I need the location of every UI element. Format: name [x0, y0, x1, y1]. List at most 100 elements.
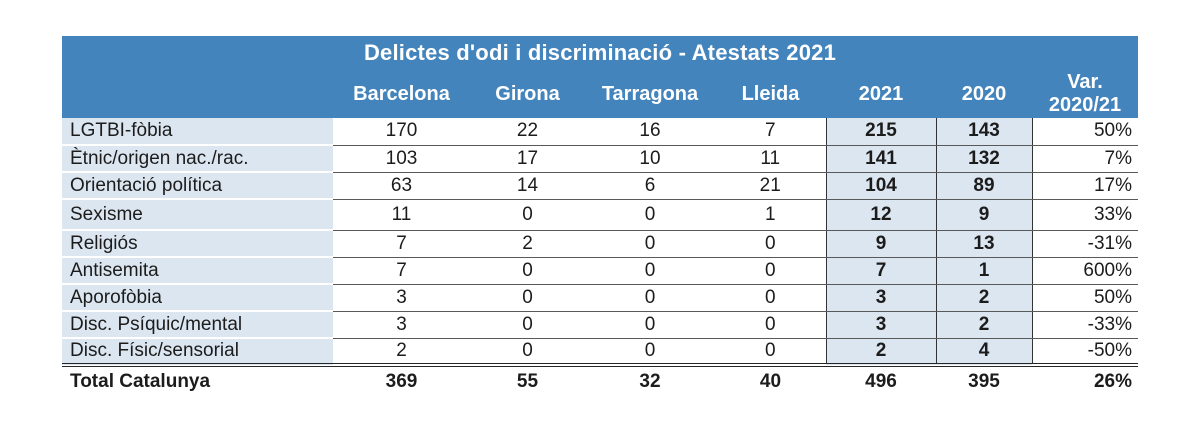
cell-tarragona: 0: [585, 257, 715, 285]
cell-barcelona: 2: [333, 338, 470, 366]
row-label: Sexisme: [62, 199, 333, 231]
cell-2020: 132: [935, 145, 1032, 173]
header-barcelona: Barcelona: [333, 69, 470, 118]
cell-barcelona: 103: [333, 145, 470, 173]
cell-2020: 89: [935, 172, 1032, 200]
cell-barcelona: 3: [333, 311, 470, 339]
cell-lleida: 7: [715, 118, 826, 146]
header-variation: Var. 2020/21: [1032, 69, 1138, 118]
cell-2021: 2: [825, 338, 936, 366]
row-label: Aporofòbia: [62, 284, 333, 312]
total-2020: 395: [936, 363, 1032, 397]
total-variation: 26%: [1032, 363, 1138, 397]
cell-2020: 143: [935, 118, 1032, 146]
cell-lleida: 0: [715, 257, 826, 285]
cell-barcelona: 11: [333, 199, 470, 231]
row-label: Disc. Físic/sensorial: [62, 338, 333, 366]
cell-variation: 7%: [1031, 145, 1138, 173]
table-row: Ètnic/origen nac./rac. 103 17 10 11 141 …: [62, 145, 1138, 173]
cell-lleida: 21: [715, 172, 826, 200]
header-empty: [62, 69, 333, 118]
row-label: Antisemita: [62, 257, 333, 285]
row-label: Orientació política: [62, 172, 333, 200]
hate-crimes-table: Delictes d'odi i discriminació - Atestat…: [62, 36, 1138, 397]
hate-crimes-table-container: Delictes d'odi i discriminació - Atestat…: [62, 36, 1138, 397]
header-row: Barcelona Girona Tarragona Lleida 2021 2…: [62, 69, 1138, 118]
cell-2021: 104: [825, 172, 936, 200]
table-row: Disc. Físic/sensorial 2 0 0 0 2 4 -50%: [62, 338, 1138, 366]
header-variation-line1: Var.: [1067, 70, 1103, 93]
row-label: Religiós: [62, 230, 333, 258]
cell-girona: 0: [470, 338, 585, 366]
total-label: Total Catalunya: [62, 363, 333, 397]
header-variation-line2: 2020/21: [1048, 93, 1122, 116]
cell-barcelona: 7: [333, 230, 470, 258]
cell-barcelona: 170: [333, 118, 470, 146]
header-lleida: Lleida: [715, 69, 826, 118]
cell-barcelona: 63: [333, 172, 470, 200]
cell-variation: 17%: [1031, 172, 1138, 200]
cell-lleida: 0: [715, 338, 826, 366]
cell-2021: 3: [825, 311, 936, 339]
table-row: Aporofòbia 3 0 0 0 3 2 50%: [62, 284, 1138, 312]
cell-2020: 4: [935, 338, 1032, 366]
cell-2021: 12: [825, 199, 936, 231]
cell-barcelona: 3: [333, 284, 470, 312]
cell-2020: 2: [935, 311, 1032, 339]
row-label: Disc. Psíquic/mental: [62, 311, 333, 339]
header-2020: 2020: [936, 69, 1032, 118]
cell-variation: 33%: [1031, 199, 1138, 231]
cell-girona: 0: [470, 311, 585, 339]
cell-barcelona: 7: [333, 257, 470, 285]
cell-2021: 3: [825, 284, 936, 312]
total-lleida: 40: [715, 363, 826, 397]
cell-2021: 9: [825, 230, 936, 258]
table-row: Disc. Psíquic/mental 3 0 0 0 3 2 -33%: [62, 311, 1138, 339]
cell-variation: -50%: [1031, 338, 1138, 366]
total-barcelona: 369: [333, 363, 470, 397]
cell-lleida: 0: [715, 230, 826, 258]
total-2021: 496: [826, 363, 936, 397]
cell-girona: 22: [470, 118, 585, 146]
cell-variation: -31%: [1031, 230, 1138, 258]
cell-girona: 0: [470, 257, 585, 285]
table-row: Religiós 7 2 0 0 9 13 -31%: [62, 230, 1138, 258]
cell-2021: 141: [825, 145, 936, 173]
cell-2020: 13: [935, 230, 1032, 258]
cell-lleida: 0: [715, 284, 826, 312]
title-row: Delictes d'odi i discriminació - Atestat…: [62, 36, 1138, 69]
cell-variation: 600%: [1031, 257, 1138, 285]
cell-girona: 2: [470, 230, 585, 258]
cell-2021: 215: [825, 118, 936, 146]
cell-tarragona: 0: [585, 338, 715, 366]
header-girona: Girona: [470, 69, 585, 118]
cell-tarragona: 16: [585, 118, 715, 146]
total-tarragona: 32: [585, 363, 715, 397]
cell-girona: 0: [470, 199, 585, 231]
cell-variation: 50%: [1031, 118, 1138, 146]
cell-tarragona: 0: [585, 311, 715, 339]
cell-2020: 1: [935, 257, 1032, 285]
cell-2020: 9: [935, 199, 1032, 231]
table-row: Sexisme 11 0 0 1 12 9 33%: [62, 199, 1138, 231]
table-row: Antisemita 7 0 0 0 7 1 600%: [62, 257, 1138, 285]
row-label: LGTBI-fòbia: [62, 118, 333, 146]
cell-girona: 17: [470, 145, 585, 173]
cell-variation: -33%: [1031, 311, 1138, 339]
row-label: Ètnic/origen nac./rac.: [62, 145, 333, 173]
cell-tarragona: 6: [585, 172, 715, 200]
table-title: Delictes d'odi i discriminació - Atestat…: [62, 36, 1138, 69]
table-row: LGTBI-fòbia 170 22 16 7 215 143 50%: [62, 118, 1138, 146]
cell-lleida: 11: [715, 145, 826, 173]
table-row: Orientació política 63 14 6 21 104 89 17…: [62, 172, 1138, 200]
cell-tarragona: 0: [585, 284, 715, 312]
cell-lleida: 1: [715, 199, 826, 231]
total-row: Total Catalunya 369 55 32 40 496 395 26%: [62, 363, 1138, 397]
cell-2021: 7: [825, 257, 936, 285]
cell-girona: 0: [470, 284, 585, 312]
cell-girona: 14: [470, 172, 585, 200]
total-girona: 55: [470, 363, 585, 397]
header-2021: 2021: [826, 69, 936, 118]
cell-tarragona: 0: [585, 199, 715, 231]
cell-tarragona: 10: [585, 145, 715, 173]
